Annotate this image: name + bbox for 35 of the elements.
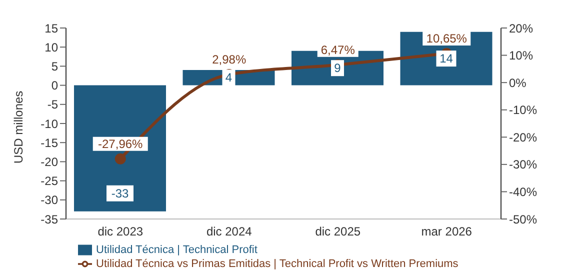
legend-label: Utilidad Técnica | Technical Profit [96, 244, 258, 256]
y-tick-label: 10 [44, 40, 58, 54]
bar [74, 85, 166, 212]
x-tick-label: dic 2024 [206, 224, 252, 239]
y-tick-label: 5 [51, 59, 58, 74]
y-tick-label: 0 [51, 78, 58, 93]
x-tick-label: dic 2025 [315, 224, 361, 239]
y2-tick-label: -30% [509, 158, 538, 172]
x-tick-label: mar 2026 [421, 224, 472, 239]
y-tick-label: -15 [40, 136, 58, 150]
x-tick-label: dic 2023 [98, 224, 144, 239]
y-tick-label: -10 [40, 116, 58, 131]
y2-tick-label: 0% [509, 76, 527, 90]
data-label: 6,47% [320, 42, 356, 57]
y-axis-title: USD millones [11, 90, 26, 164]
y2-tick-label: 20% [509, 21, 534, 36]
data-label: -33 [111, 186, 129, 200]
y-tick-label: -5 [47, 98, 58, 112]
y2-tick-label: -10% [509, 103, 538, 118]
y-tick-label: -30 [40, 193, 58, 208]
y2-tick-label: -20% [509, 130, 538, 144]
y-tick-label: -25 [40, 174, 58, 188]
y-tick-label: -20 [40, 154, 58, 169]
y2-tick-label: -40% [509, 184, 538, 199]
data-label: -27,96% [98, 136, 144, 151]
y-tick-label: 15 [44, 21, 58, 36]
y-tick-label: -35 [40, 212, 58, 226]
data-label: 10,65% [426, 32, 468, 46]
data-label: 14 [440, 52, 454, 66]
data-label: 9 [334, 61, 342, 76]
data-label: 4 [225, 70, 232, 85]
y2-tick-label: -50% [509, 212, 538, 226]
legend-label: Utilidad Técnica vs Primas Emitidas | Technical Profit vs Written Premiums [96, 258, 458, 270]
y2-tick-label: 10% [509, 48, 534, 63]
data-label: 2,98% [212, 52, 246, 66]
